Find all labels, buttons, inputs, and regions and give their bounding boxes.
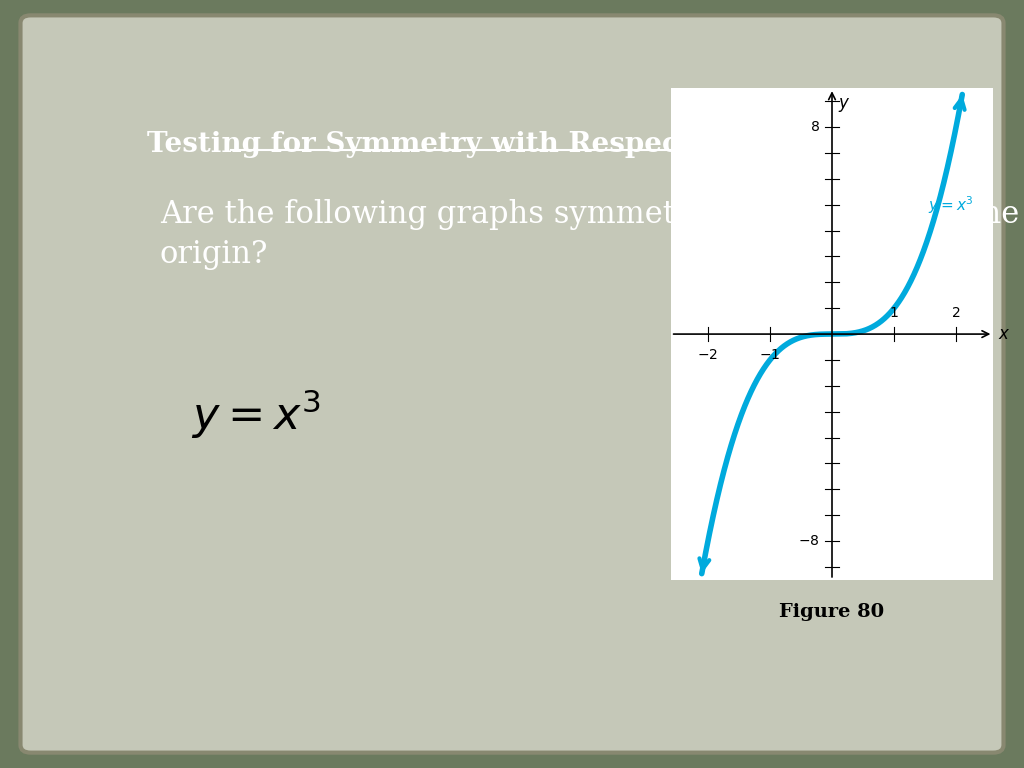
Text: $-8$: $-8$ [798,534,819,548]
Text: $x$: $x$ [998,326,1011,343]
Text: $1$: $1$ [889,306,899,319]
Text: $y = x^3$: $y = x^3$ [928,194,974,216]
Text: $-1$: $-1$ [760,349,780,362]
Text: Figure 80: Figure 80 [779,603,885,621]
Text: Testing for Symmetry with Respect to the Origin: Testing for Symmetry with Respect to the… [147,131,902,157]
Text: Are the following graphs symmetric with respect to the
origin?: Are the following graphs symmetric with … [160,199,1019,270]
Text: $8$: $8$ [810,120,819,134]
Text: $-2$: $-2$ [697,349,719,362]
Text: $y$: $y$ [839,96,851,114]
Text: $y = x^3$: $y = x^3$ [191,388,322,442]
Text: $2$: $2$ [951,306,961,319]
